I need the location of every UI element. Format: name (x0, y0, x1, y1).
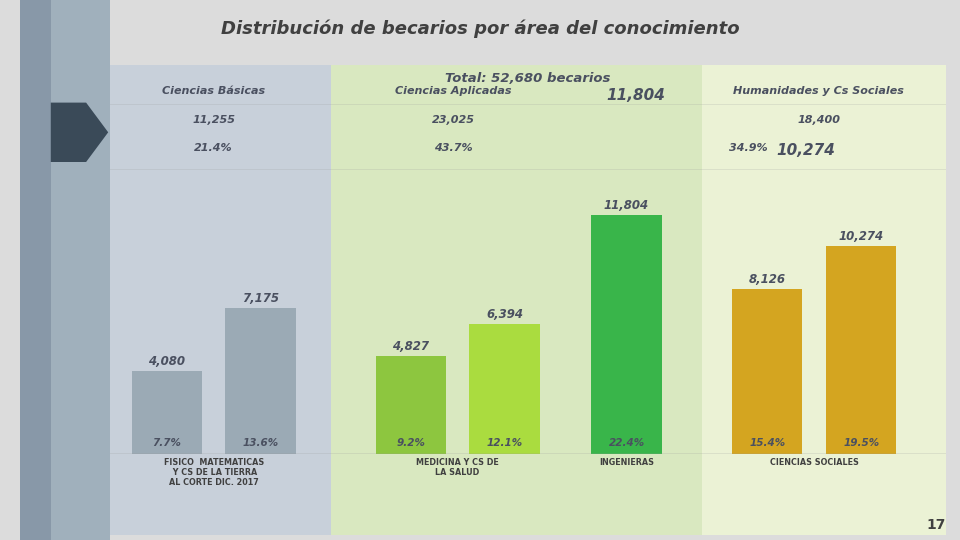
Text: MEDICINA Y CS DE
LA SALUD: MEDICINA Y CS DE LA SALUD (417, 457, 499, 477)
Bar (702, 65, 946, 170)
Bar (591, 214, 661, 454)
Bar (469, 324, 540, 454)
Text: 6,394: 6,394 (486, 308, 523, 321)
Bar (132, 371, 202, 454)
Text: 12.1%: 12.1% (487, 438, 522, 448)
Bar (51, 0, 110, 540)
Text: 9.2%: 9.2% (396, 438, 425, 448)
Bar (331, 170, 702, 454)
Text: 15.4%: 15.4% (749, 438, 785, 448)
Text: INGENIERAS: INGENIERAS (599, 457, 654, 467)
Text: FISICO  MATEMATICAS
 Y CS DE LA TIERRA
AL CORTE DIC. 2017: FISICO MATEMATICAS Y CS DE LA TIERRA AL … (163, 457, 264, 488)
Text: 10,274: 10,274 (777, 143, 835, 158)
Text: Total: 52,680 becarios: Total: 52,680 becarios (445, 72, 611, 85)
Polygon shape (51, 103, 108, 162)
Text: 11,804: 11,804 (604, 199, 649, 212)
Text: Ciencias Aplicadas: Ciencias Aplicadas (395, 86, 511, 96)
Bar (826, 246, 897, 454)
Bar (110, 454, 331, 535)
Text: 10,274: 10,274 (839, 230, 884, 242)
Text: 22.4%: 22.4% (609, 438, 644, 448)
Text: 19.5%: 19.5% (843, 438, 879, 448)
Text: 7.7%: 7.7% (153, 438, 181, 448)
Text: 23,025: 23,025 (431, 116, 474, 125)
Bar (110, 170, 331, 454)
Text: Humanidades y Cs Sociales: Humanidades y Cs Sociales (733, 86, 904, 96)
Bar (331, 454, 702, 535)
Text: Ciencias Básicas: Ciencias Básicas (162, 86, 265, 96)
Bar (702, 170, 946, 454)
Bar (226, 308, 296, 454)
Bar (110, 65, 331, 170)
Bar (732, 289, 803, 454)
Bar (331, 65, 702, 170)
Text: CIENCIAS SOCIALES: CIENCIAS SOCIALES (770, 457, 858, 467)
Text: 43.7%: 43.7% (434, 143, 472, 153)
Text: 8,126: 8,126 (749, 273, 786, 286)
Text: Distribución de becarios por área del conocimiento: Distribución de becarios por área del co… (221, 20, 739, 38)
Text: 4,080: 4,080 (148, 355, 185, 368)
Text: 7,175: 7,175 (242, 292, 279, 305)
Bar (375, 356, 445, 454)
Text: 18,400: 18,400 (798, 116, 840, 125)
Bar (702, 454, 946, 535)
Bar (20, 0, 51, 540)
Text: 13.6%: 13.6% (243, 438, 278, 448)
Text: 34.9%: 34.9% (729, 143, 767, 153)
Text: 4,827: 4,827 (393, 340, 429, 353)
Text: 21.4%: 21.4% (194, 143, 233, 153)
Text: 17: 17 (926, 518, 946, 532)
Text: 11,255: 11,255 (192, 116, 235, 125)
Text: 11,804: 11,804 (607, 88, 665, 103)
